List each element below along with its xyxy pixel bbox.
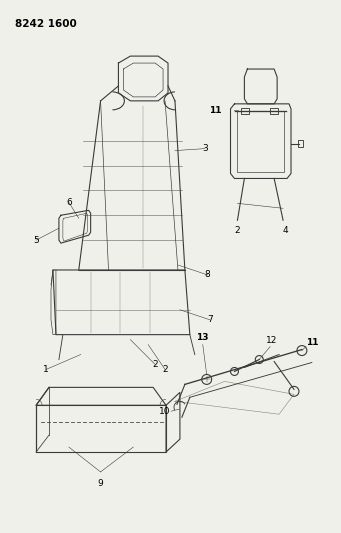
Bar: [270, 108, 278, 114]
Bar: [241, 108, 249, 114]
Text: 11: 11: [306, 337, 318, 346]
Text: 3: 3: [202, 144, 208, 153]
Text: 2: 2: [162, 365, 168, 374]
Text: 2: 2: [235, 226, 240, 235]
Text: 13: 13: [196, 333, 209, 342]
Text: 5: 5: [33, 236, 39, 245]
Text: 11: 11: [209, 106, 222, 115]
Text: 10: 10: [159, 407, 170, 416]
Text: 9: 9: [98, 479, 103, 488]
Text: 12: 12: [266, 336, 278, 345]
Text: 2: 2: [152, 360, 158, 369]
Text: 4: 4: [282, 226, 288, 235]
Text: 8242 1600: 8242 1600: [15, 19, 77, 29]
Text: 7: 7: [207, 315, 212, 324]
Text: 8: 8: [205, 270, 211, 279]
Text: 1: 1: [43, 365, 49, 374]
Bar: [298, 140, 303, 147]
Text: 6: 6: [66, 198, 72, 207]
